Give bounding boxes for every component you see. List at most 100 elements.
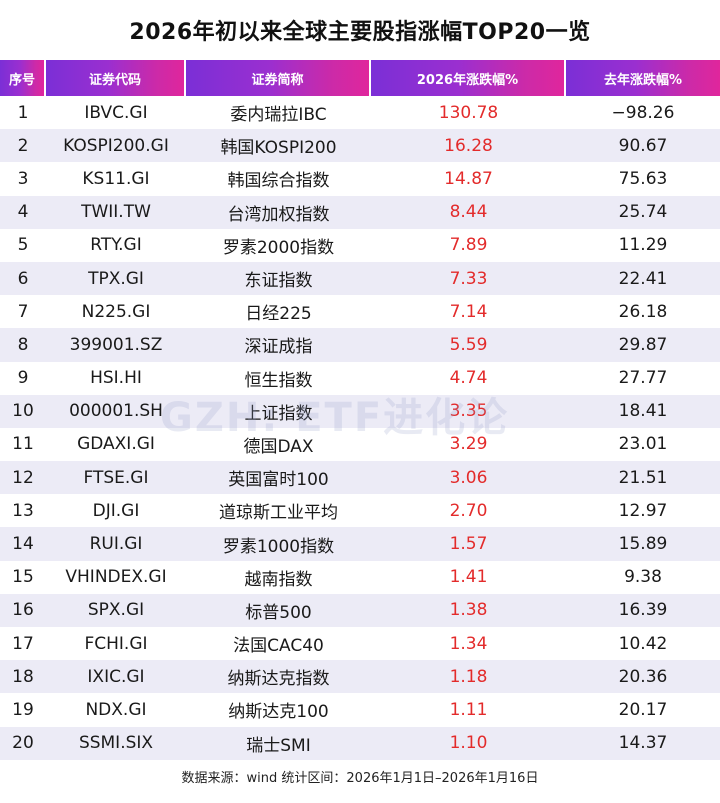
name-cell: 越南指数 <box>186 560 371 594</box>
ytd-change-cell: 2.70 <box>371 494 566 528</box>
last-year-change-cell: 10.42 <box>566 627 720 661</box>
table-row: 15 VHINDEX.GI 越南指数 1.41 9.38 <box>0 560 720 594</box>
ytd-change-cell: 3.06 <box>371 461 566 495</box>
last-year-change-cell: 11.29 <box>566 228 720 262</box>
ytd-change-cell: 7.14 <box>371 295 566 329</box>
code-cell: DJI.GI <box>46 494 186 528</box>
table-row: 11 GDAXI.GI 德国DAX 3.29 23.01 <box>0 427 720 462</box>
table-row: 12 FTSE.GI 英国富时100 3.06 21.51 <box>0 461 720 495</box>
last-year-change-cell: 20.36 <box>566 660 720 694</box>
rank-cell: 19 <box>0 693 46 727</box>
rank-cell: 13 <box>0 494 46 528</box>
ytd-change-cell: 7.33 <box>371 261 566 296</box>
rank-cell: 3 <box>0 162 46 196</box>
code-cell: NDX.GI <box>46 693 186 727</box>
code-cell: RUI.GI <box>46 527 186 561</box>
ytd-change-cell: 5.59 <box>371 328 566 362</box>
rank-cell: 7 <box>0 295 46 329</box>
table-row: 17 FCHI.GI 法国CAC40 1.34 10.42 <box>0 627 720 661</box>
header-name: 证券简称 <box>186 60 371 96</box>
last-year-change-cell: 75.63 <box>566 162 720 196</box>
rank-cell: 18 <box>0 660 46 694</box>
rank-cell: 4 <box>0 195 46 229</box>
table-row: 16 SPX.GI 标普500 1.38 16.39 <box>0 593 720 627</box>
code-cell: KOSPI200.GI <box>46 129 186 163</box>
code-cell: 000001.SH <box>46 394 186 428</box>
table-row: 5 RTY.GI 罗素2000指数 7.89 11.29 <box>0 228 720 262</box>
rank-cell: 11 <box>0 427 46 462</box>
name-cell: 日经225 <box>186 295 371 329</box>
name-cell: 瑞士SMI <box>186 726 371 760</box>
ytd-change-cell: 130.78 <box>371 96 566 130</box>
table-row: 6 TPX.GI 东证指数 7.33 22.41 <box>0 261 720 296</box>
code-cell: TPX.GI <box>46 261 186 296</box>
ytd-change-cell: 4.74 <box>371 361 566 395</box>
name-cell: 韩国综合指数 <box>186 162 371 196</box>
header-ytd-change: 2026年涨跌幅% <box>371 60 566 96</box>
rank-cell: 10 <box>0 394 46 428</box>
table-header-row: 序号 证券代码 证券简称 2026年涨跌幅% 去年涨跌幅% <box>0 60 720 96</box>
last-year-change-cell: 27.77 <box>566 361 720 395</box>
ytd-change-cell: 8.44 <box>371 195 566 229</box>
last-year-change-cell: 29.87 <box>566 328 720 362</box>
ytd-change-cell: 14.87 <box>371 162 566 196</box>
last-year-change-cell: 21.51 <box>566 461 720 495</box>
code-cell: SPX.GI <box>46 593 186 627</box>
table-row: 4 TWII.TW 台湾加权指数 8.44 25.74 <box>0 195 720 229</box>
header-last-year-change: 去年涨跌幅% <box>566 60 720 96</box>
ytd-change-cell: 3.29 <box>371 427 566 462</box>
name-cell: 东证指数 <box>186 261 371 296</box>
rank-cell: 2 <box>0 129 46 163</box>
code-cell: GDAXI.GI <box>46 427 186 462</box>
last-year-change-cell: 22.41 <box>566 261 720 296</box>
table-row: 9 HSI.HI 恒生指数 4.74 27.77 <box>0 361 720 395</box>
rank-cell: 14 <box>0 527 46 561</box>
last-year-change-cell: 16.39 <box>566 593 720 627</box>
code-cell: KS11.GI <box>46 162 186 196</box>
table-row: 19 NDX.GI 纳斯达克100 1.11 20.17 <box>0 693 720 727</box>
last-year-change-cell: 18.41 <box>566 394 720 428</box>
table-row: 1 IBVC.GI 委内瑞拉IBC 130.78 −98.26 <box>0 96 720 130</box>
code-cell: FTSE.GI <box>46 461 186 495</box>
code-cell: HSI.HI <box>46 361 186 395</box>
name-cell: 法国CAC40 <box>186 627 371 661</box>
code-cell: N225.GI <box>46 295 186 329</box>
last-year-change-cell: 90.67 <box>566 129 720 163</box>
ytd-change-cell: 1.11 <box>371 693 566 727</box>
last-year-change-cell: 26.18 <box>566 295 720 329</box>
name-cell: 纳斯达克指数 <box>186 660 371 694</box>
rank-cell: 1 <box>0 96 46 130</box>
last-year-change-cell: 12.97 <box>566 494 720 528</box>
name-cell: 委内瑞拉IBC <box>186 96 371 130</box>
ytd-change-cell: 1.18 <box>371 660 566 694</box>
name-cell: 恒生指数 <box>186 361 371 395</box>
name-cell: 英国富时100 <box>186 461 371 495</box>
ytd-change-cell: 1.57 <box>371 527 566 561</box>
header-rank: 序号 <box>0 60 46 96</box>
code-cell: VHINDEX.GI <box>46 560 186 594</box>
ytd-change-cell: 7.89 <box>371 228 566 262</box>
rank-cell: 9 <box>0 361 46 395</box>
name-cell: 韩国KOSPI200 <box>186 129 371 163</box>
header-code: 证券代码 <box>46 60 186 96</box>
code-cell: SSMI.SIX <box>46 726 186 760</box>
name-cell: 德国DAX <box>186 427 371 462</box>
rank-cell: 17 <box>0 627 46 661</box>
name-cell: 上证指数 <box>186 394 371 428</box>
ytd-change-cell: 1.10 <box>371 726 566 760</box>
code-cell: FCHI.GI <box>46 627 186 661</box>
last-year-change-cell: −98.26 <box>566 96 720 130</box>
name-cell: 台湾加权指数 <box>186 195 371 229</box>
table-row: 3 KS11.GI 韩国综合指数 14.87 75.63 <box>0 162 720 196</box>
ytd-change-cell: 1.34 <box>371 627 566 661</box>
table-row: 8 399001.SZ 深证成指 5.59 29.87 <box>0 328 720 362</box>
name-cell: 罗素1000指数 <box>186 527 371 561</box>
code-cell: IBVC.GI <box>46 96 186 130</box>
name-cell: 纳斯达克100 <box>186 693 371 727</box>
rank-cell: 6 <box>0 261 46 296</box>
ytd-change-cell: 1.38 <box>371 593 566 627</box>
name-cell: 罗素2000指数 <box>186 228 371 262</box>
rank-cell: 20 <box>0 726 46 760</box>
last-year-change-cell: 25.74 <box>566 195 720 229</box>
last-year-change-cell: 23.01 <box>566 427 720 462</box>
